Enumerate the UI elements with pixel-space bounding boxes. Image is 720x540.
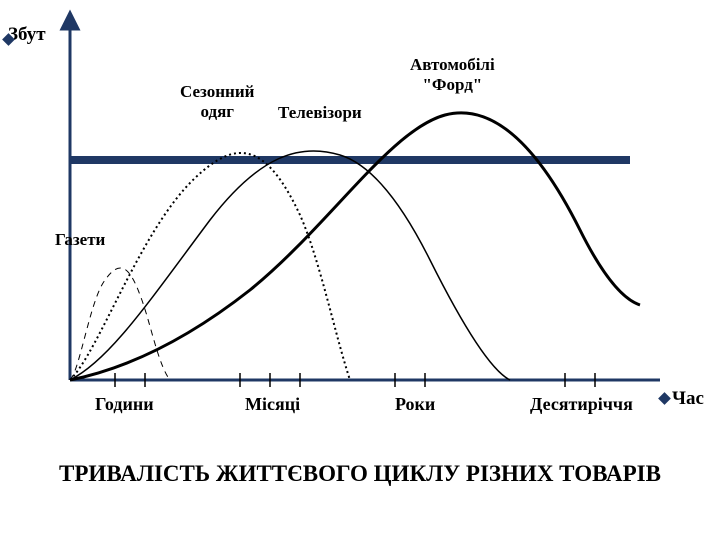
curve-tvs: [70, 151, 510, 380]
x-label-years: Роки: [395, 394, 435, 415]
chart-container: Збут Час Газети Сезонний одяг Телевізори…: [0, 0, 720, 540]
x-label-hours: Години: [95, 394, 154, 415]
label-tvs: Телевізори: [278, 103, 362, 123]
x-label-decades: Десятиріччя: [530, 394, 633, 415]
y-axis-label: Збут: [8, 24, 46, 46]
curve-ford: [70, 113, 640, 380]
label-newspapers: Газети: [55, 230, 105, 250]
curve-newspapers: [70, 268, 170, 380]
label-clothes: Сезонний одяг: [180, 82, 254, 122]
chart-svg: [0, 0, 720, 540]
label-ford: Автомобілі "Форд": [410, 55, 495, 95]
chart-title: ТРИВАЛІСТЬ ЖИТТЄВОГО ЦИКЛУ РІЗНИХ ТОВАРІ…: [0, 460, 720, 489]
x-axis-label: Час: [672, 388, 704, 410]
x-label-months: Місяці: [245, 394, 300, 415]
